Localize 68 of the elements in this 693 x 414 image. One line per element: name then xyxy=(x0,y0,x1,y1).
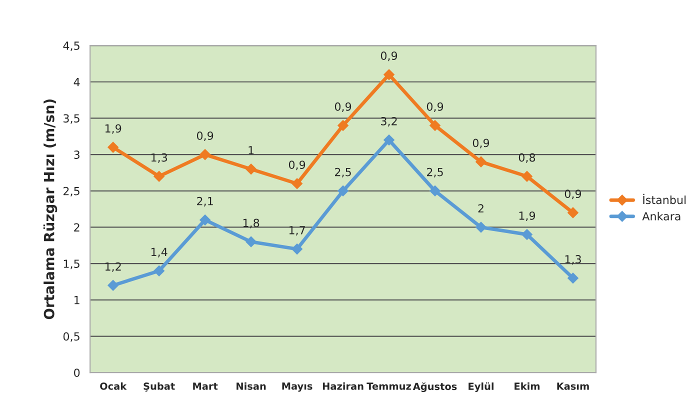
data-label: 2 xyxy=(478,204,484,212)
legend-label: İstanbul xyxy=(643,194,686,204)
data-label: 1,8 xyxy=(243,218,260,228)
y-tick-label: 4 xyxy=(74,78,80,86)
point xyxy=(430,120,440,131)
point xyxy=(568,272,578,284)
x-tick-label: Şubat xyxy=(144,382,175,392)
annotation: 0,9 xyxy=(288,160,306,170)
y-tick-label: 1,5 xyxy=(64,260,80,270)
point xyxy=(476,222,486,233)
x-tick-label: Ekim xyxy=(514,382,540,390)
x-tick-label: Ağustos xyxy=(412,382,457,392)
point xyxy=(476,156,486,168)
y-axis-title: Ortalama Rüzgar Hızı (m/sn) xyxy=(43,99,58,320)
x-tick-label: Mayıs xyxy=(282,382,312,392)
annotation: 0,9 xyxy=(380,52,398,62)
data-label: 2,5 xyxy=(335,168,351,178)
point xyxy=(246,164,256,175)
annotation: 1,3 xyxy=(151,153,168,163)
point xyxy=(200,214,210,226)
point xyxy=(338,185,348,196)
point xyxy=(292,244,302,254)
point xyxy=(522,170,532,182)
data-label: 1,4 xyxy=(151,248,168,258)
annotation: 0,9 xyxy=(426,102,444,112)
point xyxy=(246,236,256,248)
point xyxy=(108,280,119,291)
y-tick-label: 4,5 xyxy=(63,42,80,52)
point xyxy=(522,229,532,240)
annotation: 1 xyxy=(248,146,254,154)
data-label: 2,5 xyxy=(426,168,443,178)
y-tick-label: 2 xyxy=(74,223,80,232)
point xyxy=(384,69,394,80)
annotation: 0,9 xyxy=(472,138,490,148)
point xyxy=(384,134,394,146)
point xyxy=(154,170,165,182)
data-label: 1,3 xyxy=(565,255,581,265)
data-label: 1,9 xyxy=(519,211,536,221)
x-tick-label: Eylül xyxy=(468,382,494,392)
x-tick-label: Haziran xyxy=(322,382,364,390)
y-tick-label: 0,5 xyxy=(63,332,80,342)
annotation: 0,9 xyxy=(564,190,582,200)
annotation: 0,9 xyxy=(196,132,214,142)
point xyxy=(292,178,302,190)
annotation: 1,9 xyxy=(105,124,122,134)
y-tick-label: 0 xyxy=(74,368,80,377)
x-tick-label: Temmuz xyxy=(366,382,411,390)
x-tick-label: Mart xyxy=(193,382,218,390)
y-tick-label: 2,5 xyxy=(64,186,80,196)
data-label: 3,2 xyxy=(381,116,397,127)
x-tick-label: Kasım xyxy=(557,382,589,390)
annotation: 0,8 xyxy=(518,153,536,163)
data-label: 1,7 xyxy=(289,226,305,236)
x-tick-label: Ocak xyxy=(100,382,127,390)
point xyxy=(108,142,119,153)
point xyxy=(430,185,440,196)
y-tick-label: 1 xyxy=(74,296,80,304)
x-tick-label: Nisan xyxy=(236,382,266,390)
y-tick-label: 3,5 xyxy=(64,114,80,124)
point xyxy=(338,120,348,131)
point xyxy=(154,265,165,276)
data-label: 1,2 xyxy=(105,262,121,272)
annotation: 0,9 xyxy=(334,102,352,112)
y-tick-label: 3 xyxy=(74,150,80,159)
data-label: 2,1 xyxy=(197,196,213,206)
legend-label: Ankara xyxy=(642,212,680,220)
point xyxy=(200,149,210,160)
point xyxy=(568,207,578,218)
